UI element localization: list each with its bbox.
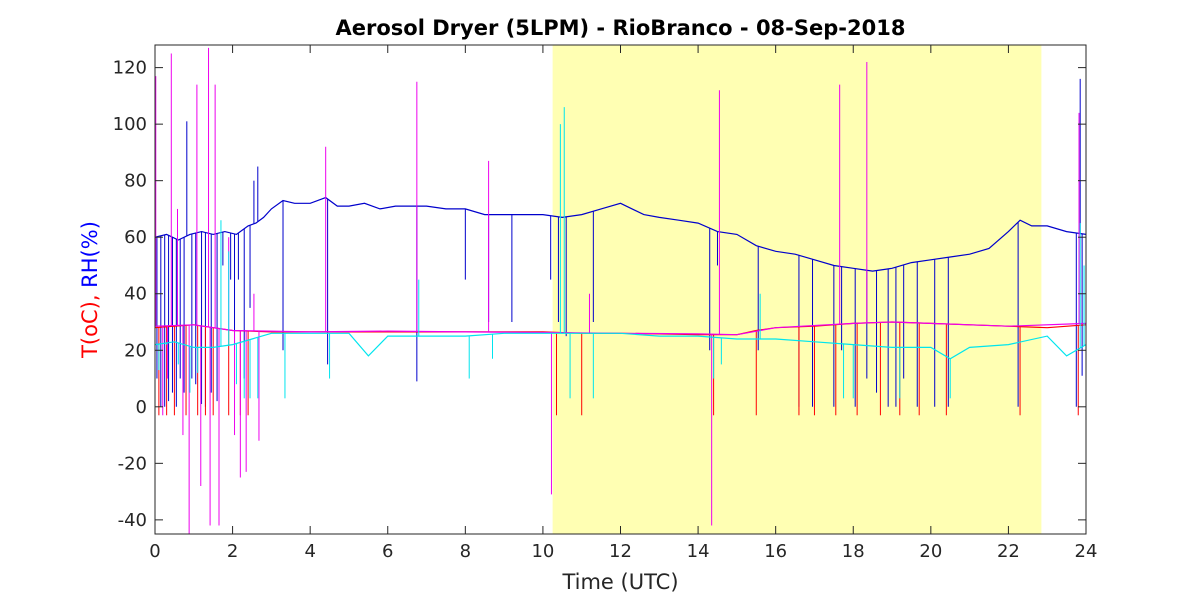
series-3-line xyxy=(154,332,1087,360)
x-tick-label: 2 xyxy=(227,541,238,562)
chart-title: Aerosol Dryer (5LPM) - RioBranco - 08-Se… xyxy=(336,16,906,40)
series-0 xyxy=(154,78,1087,407)
y-tick-label: 60 xyxy=(124,227,147,248)
x-tick-label: 24 xyxy=(1075,541,1098,562)
x-tick-label: 16 xyxy=(764,541,787,562)
x-tick-label: 18 xyxy=(842,541,865,562)
series-2 xyxy=(154,47,1087,534)
y-tick-label: 100 xyxy=(113,114,147,135)
y-tick-label: 40 xyxy=(124,284,147,305)
y-tick-label: 0 xyxy=(136,397,147,418)
x-tick-label: 14 xyxy=(687,541,710,562)
x-tick-label: 8 xyxy=(460,541,471,562)
y-tick-label: 120 xyxy=(113,58,147,79)
x-axis: 0 2 4 6 8 10 12 14 16 18 20 22 24 xyxy=(149,45,1097,562)
y-tick-label: -20 xyxy=(118,453,147,474)
x-axis-label: Time (UTC) xyxy=(561,570,678,594)
y-axis-label: T(oC), RH(%) xyxy=(78,221,102,359)
x-tick-label: 0 xyxy=(149,541,160,562)
y-tick-label: -40 xyxy=(118,510,147,531)
x-tick-label: 10 xyxy=(531,541,554,562)
y-tick-label: 80 xyxy=(124,171,147,192)
series-3 xyxy=(154,107,1087,399)
x-tick-label: 6 xyxy=(382,541,393,562)
x-tick-label: 22 xyxy=(997,541,1020,562)
y-axis: -40 -20 0 20 40 60 80 100 120 xyxy=(113,58,1086,531)
series-2-line xyxy=(154,321,1087,336)
series-0-line xyxy=(154,196,1087,272)
x-tick-label: 20 xyxy=(919,541,942,562)
y-tick-label: 20 xyxy=(124,340,147,361)
x-tick-label: 4 xyxy=(304,541,315,562)
series-layer xyxy=(154,47,1087,534)
x-tick-label: 12 xyxy=(609,541,632,562)
shaded-period xyxy=(552,45,1042,534)
y-axis-label-humidity: RH(%) xyxy=(78,221,102,288)
y-axis-label-temperature: T(oC), xyxy=(78,288,102,359)
